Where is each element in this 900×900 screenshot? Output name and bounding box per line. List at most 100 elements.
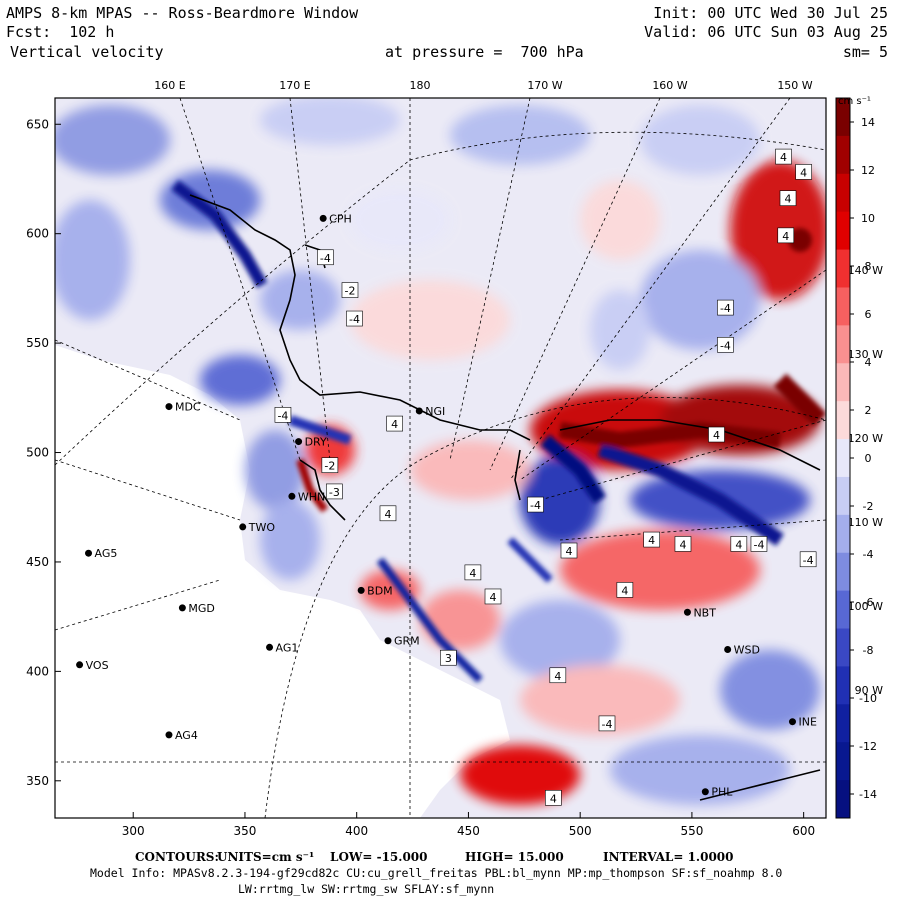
contour-label: 4 (800, 166, 807, 179)
contour-label: -4 (803, 554, 814, 567)
station-label: AG5 (95, 547, 118, 560)
contour-label-box (777, 227, 795, 244)
longitude-label-right: 120 W (848, 432, 883, 445)
field-name: Vertical velocity (10, 43, 164, 61)
station-label: PHL (711, 786, 733, 799)
station-label: CPH (329, 212, 352, 225)
contour-label-box (717, 336, 734, 353)
contour-label: -4 (277, 409, 288, 422)
contour-label-box (779, 190, 797, 206)
x-tick-label: 600 (792, 824, 815, 838)
smoothing: sm= 5 (842, 43, 888, 61)
contour-label-box (440, 649, 457, 666)
colorbar-tick-label: -4 (863, 548, 874, 561)
station-marker (384, 637, 392, 645)
contours-label: CONTOURS: (135, 850, 219, 864)
colorbar-swatch (836, 211, 850, 251)
colorbar-swatch (836, 287, 850, 326)
contours-low: LOW= -15.000 (330, 850, 428, 864)
contour-label: -2 (345, 285, 356, 298)
colorbar-tick-label: 0 (865, 452, 872, 465)
contour-label-box (527, 496, 544, 513)
y-tick-label: 550 (26, 336, 49, 350)
longitude-label-right: 90 W (855, 684, 883, 697)
station-label: NBT (693, 606, 716, 619)
station-label: DRY (305, 436, 327, 449)
contour-label-box (717, 299, 734, 316)
colorbar-swatch (836, 514, 850, 554)
contour-label-box (326, 483, 343, 500)
y-tick-label: 350 (26, 774, 49, 788)
pressure-level: at pressure = 700 hPa (385, 43, 584, 61)
contour-label-box (598, 715, 616, 732)
station-marker (415, 407, 423, 415)
y-tick-label: 600 (26, 227, 49, 241)
colorbar-swatch (836, 325, 850, 364)
contour-label-box (484, 588, 502, 605)
colorbar-tick-label: 4 (865, 356, 872, 369)
y-tick-label: 400 (26, 664, 49, 678)
contour-label: -3 (329, 486, 340, 499)
station-marker (266, 643, 274, 651)
station-label: WSD (734, 643, 760, 656)
contour-label: -4 (720, 339, 731, 352)
contour-label: 4 (550, 792, 557, 805)
init-time: Init: 00 UTC Wed 30 Jul 25 (653, 4, 888, 22)
colorbar-swatch (836, 249, 850, 288)
longitude-label-right: 100 W (848, 600, 883, 613)
contour-label: 3 (445, 652, 452, 665)
contour-label-box (379, 505, 397, 522)
contour-label: 4 (648, 534, 655, 547)
contour-label-box (321, 457, 339, 473)
y-tick-label: 500 (26, 446, 49, 460)
station-marker (724, 645, 732, 653)
contour-label: -4 (602, 718, 613, 731)
station-label: GRM (394, 635, 420, 648)
colorbar-tick-label: 6 (865, 308, 872, 321)
x-tick-label: 500 (569, 824, 592, 838)
station-marker (239, 523, 247, 531)
contour-label: 4 (780, 151, 787, 164)
colorbar-swatch (836, 401, 850, 440)
contour-label-box (730, 536, 748, 552)
longitude-label-right: 130 W (848, 348, 883, 361)
longitude-label: 160 E (154, 79, 185, 92)
colorbar-tick-label: 10 (861, 212, 875, 225)
colorbar-tick-label: -6 (863, 596, 874, 609)
contours-interval: INTERVAL= 1.0000 (603, 850, 734, 864)
contour-label: 4 (469, 567, 476, 580)
station-marker (683, 608, 691, 616)
colorbar-tick-label: 2 (865, 404, 872, 417)
colorbar-swatch (836, 780, 850, 819)
longitude-label-right: 140 W (848, 264, 883, 277)
map-title: AMPS 8-km MPAS -- Ross-Beardmore Window (6, 4, 359, 22)
station-marker (357, 586, 365, 594)
contour-label: 4 (782, 230, 789, 243)
colorbar-tick-label: 8 (865, 260, 872, 273)
forecast-hour: Fcst: 102 h (6, 23, 115, 41)
station-marker (319, 214, 327, 222)
colorbar-swatch (836, 590, 850, 630)
station-label: MDC (175, 401, 201, 414)
station-marker (295, 438, 303, 446)
contour-label: -4 (320, 252, 331, 265)
contour-label-box (386, 415, 403, 432)
colorbar-swatch (836, 135, 850, 175)
contour-label-box (560, 542, 578, 559)
contour-label: -4 (753, 538, 764, 551)
contour-label: 4 (384, 508, 391, 521)
contour-label-box (549, 667, 567, 684)
colorbar-swatch (836, 628, 850, 667)
contour-label-box (341, 282, 359, 298)
longitude-label-right: 110 W (848, 516, 883, 529)
contour-label: -4 (349, 313, 360, 326)
y-axis: 650 600 550 500 450 400 350 (26, 117, 61, 788)
station-layer: MDC NGI CPH AG5 TWO MGD AG1 VOS AG4 BDM GRM NBT WSD P… (76, 212, 817, 799)
colorbar-tick-label: -12 (859, 740, 877, 753)
contour-label-box (708, 426, 725, 443)
model-info: Model Info: MPASv8.2.3-194-gf29cd82c CU:… (90, 866, 783, 880)
graticule (55, 98, 826, 818)
station-label: VOS (86, 659, 109, 672)
right-axis: 140 W 130 W 120 W 110 W 100 W 90 W (848, 264, 883, 697)
station-label: INE (798, 716, 816, 729)
